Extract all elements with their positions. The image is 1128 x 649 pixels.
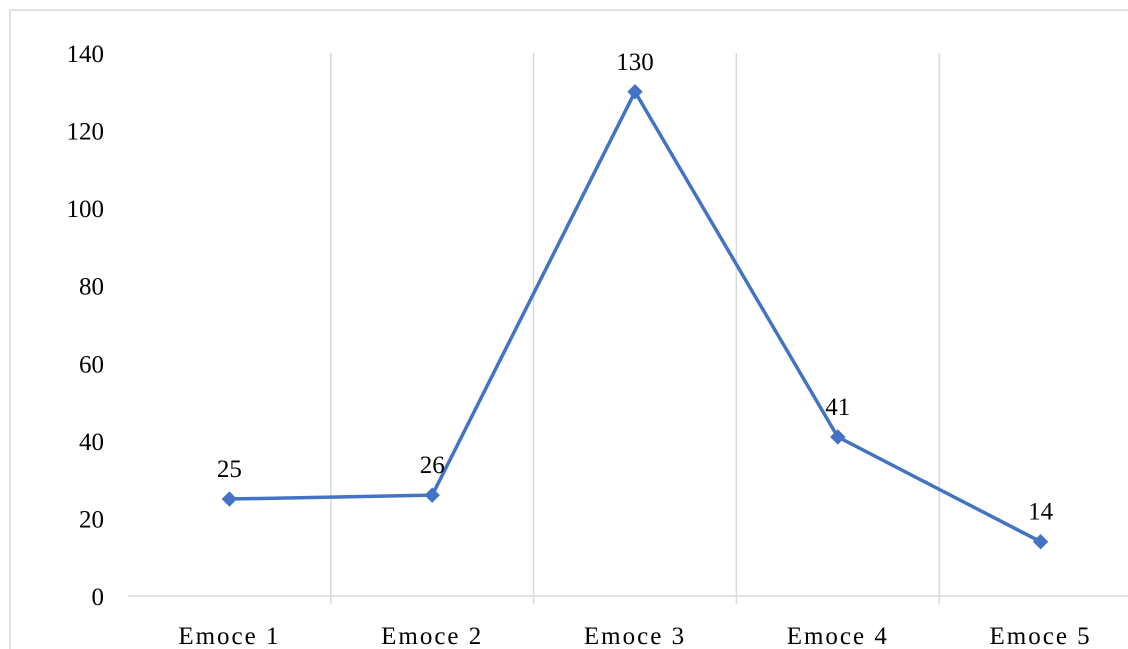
data-point-marker — [221, 491, 238, 507]
y-tick-label: 120 — [67, 119, 105, 146]
data-label: 25 — [217, 456, 242, 483]
x-axis-tick-labels: Emoce 1 Emoce 2 Emoce 3 Emoce 4 Emoce 5 — [178, 623, 1092, 649]
data-point-marker — [830, 429, 846, 445]
data-point-marker — [424, 487, 440, 503]
data-label: 130 — [616, 49, 654, 76]
y-tick-label: 40 — [79, 429, 104, 456]
data-label: 26 — [420, 452, 445, 479]
chart-border — [9, 9, 1128, 649]
series-line — [229, 90, 1042, 544]
gridlines — [330, 53, 940, 604]
y-tick-label: 60 — [79, 351, 104, 378]
x-tick-label: Emoce 5 — [990, 623, 1092, 649]
data-label: 41 — [825, 394, 850, 421]
y-tick-label: 80 — [79, 274, 104, 301]
y-tick-label: 100 — [67, 196, 105, 223]
data-point-marker — [627, 84, 643, 100]
y-axis-tick-labels: 0 20 40 60 80 100 120 140 — [67, 41, 105, 611]
data-labels: 25 26 130 41 14 — [217, 49, 1054, 526]
x-tick-label: Emoce 4 — [787, 623, 889, 649]
x-tick-label: Emoce 2 — [381, 623, 483, 649]
y-tick-label: 140 — [67, 41, 105, 68]
data-label: 14 — [1028, 499, 1054, 526]
y-tick-label: 0 — [92, 584, 105, 611]
x-tick-label: Emoce 1 — [178, 623, 280, 649]
data-point-marker — [1032, 533, 1049, 550]
y-tick-label: 20 — [79, 506, 104, 533]
series-group — [221, 84, 1049, 550]
x-tick-label: Emoce 3 — [584, 623, 686, 649]
